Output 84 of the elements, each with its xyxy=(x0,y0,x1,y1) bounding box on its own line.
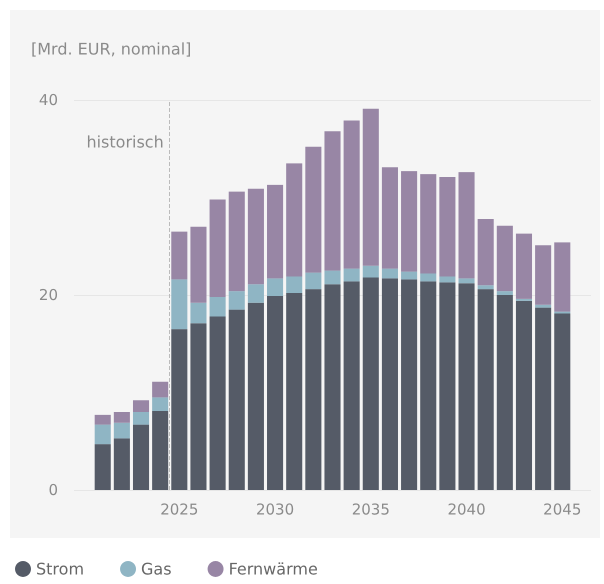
legend-label: Strom xyxy=(36,560,84,578)
bar xyxy=(286,276,302,294)
bar xyxy=(267,184,284,278)
bar xyxy=(248,284,264,303)
bar xyxy=(420,281,436,490)
bar xyxy=(114,422,130,438)
bar xyxy=(382,268,398,278)
bar xyxy=(344,281,360,490)
bar xyxy=(305,272,322,290)
x-tick-label: 2040 xyxy=(447,500,486,518)
x-tick-label: 2045 xyxy=(543,500,582,518)
bar xyxy=(554,242,570,312)
bar xyxy=(439,282,456,490)
bar xyxy=(171,329,188,490)
bar xyxy=(439,276,456,282)
bar xyxy=(401,171,418,272)
bar xyxy=(190,302,207,324)
bar xyxy=(228,291,245,310)
bar xyxy=(382,278,398,490)
bar xyxy=(439,177,456,276)
bar xyxy=(324,131,341,271)
bar xyxy=(401,279,418,490)
x-tick-label: 2035 xyxy=(352,500,390,518)
bar xyxy=(324,284,341,490)
bar xyxy=(305,289,322,490)
bar xyxy=(286,293,302,490)
bar xyxy=(132,400,150,412)
bar xyxy=(248,302,264,490)
bar xyxy=(114,438,130,490)
bar xyxy=(132,424,150,490)
x-tick-label: 2030 xyxy=(256,500,294,518)
bar xyxy=(152,397,168,412)
bar xyxy=(344,268,360,282)
bar xyxy=(420,274,436,282)
bar xyxy=(210,199,226,297)
bar xyxy=(458,278,475,284)
bar xyxy=(516,300,532,490)
bar xyxy=(324,270,341,284)
bar xyxy=(94,444,111,490)
y-tick-label: 20 xyxy=(38,286,58,304)
bar xyxy=(114,412,130,423)
bar xyxy=(516,234,532,299)
bar xyxy=(535,308,552,490)
bar xyxy=(458,283,475,490)
bar xyxy=(344,120,360,269)
bar xyxy=(152,411,168,490)
bar xyxy=(267,278,284,296)
bar xyxy=(190,323,207,490)
bar xyxy=(94,424,111,444)
bar xyxy=(132,412,150,425)
bar xyxy=(401,272,418,280)
bar xyxy=(305,146,322,273)
bar xyxy=(458,172,475,278)
bar xyxy=(171,279,188,330)
bar xyxy=(362,108,379,266)
bar xyxy=(478,289,494,490)
bar xyxy=(267,296,284,490)
bar xyxy=(228,192,245,292)
bar xyxy=(554,314,570,490)
bar xyxy=(496,291,513,295)
bar xyxy=(210,316,226,490)
bar xyxy=(535,245,552,305)
bar xyxy=(228,310,245,490)
bar xyxy=(420,174,436,274)
bar xyxy=(382,167,398,269)
bar xyxy=(286,163,302,276)
bar xyxy=(478,218,494,286)
bar xyxy=(496,226,513,292)
bar xyxy=(171,232,188,280)
ref-line-label: historisch xyxy=(86,132,164,152)
legend-label: Gas xyxy=(141,560,172,578)
bar xyxy=(362,266,379,278)
bar xyxy=(210,296,226,316)
bar xyxy=(362,277,379,490)
bar xyxy=(496,295,513,490)
bar xyxy=(248,188,264,284)
legend-label: Fernwärme xyxy=(228,560,318,578)
y-tick-label: 0 xyxy=(48,481,58,499)
y-axis-title: [Mrd. EUR, nominal] xyxy=(31,40,192,58)
bar xyxy=(190,226,207,303)
y-tick-label: 40 xyxy=(38,91,58,109)
bar xyxy=(94,414,111,425)
x-tick-label: 2025 xyxy=(160,500,198,518)
bar xyxy=(152,382,168,398)
